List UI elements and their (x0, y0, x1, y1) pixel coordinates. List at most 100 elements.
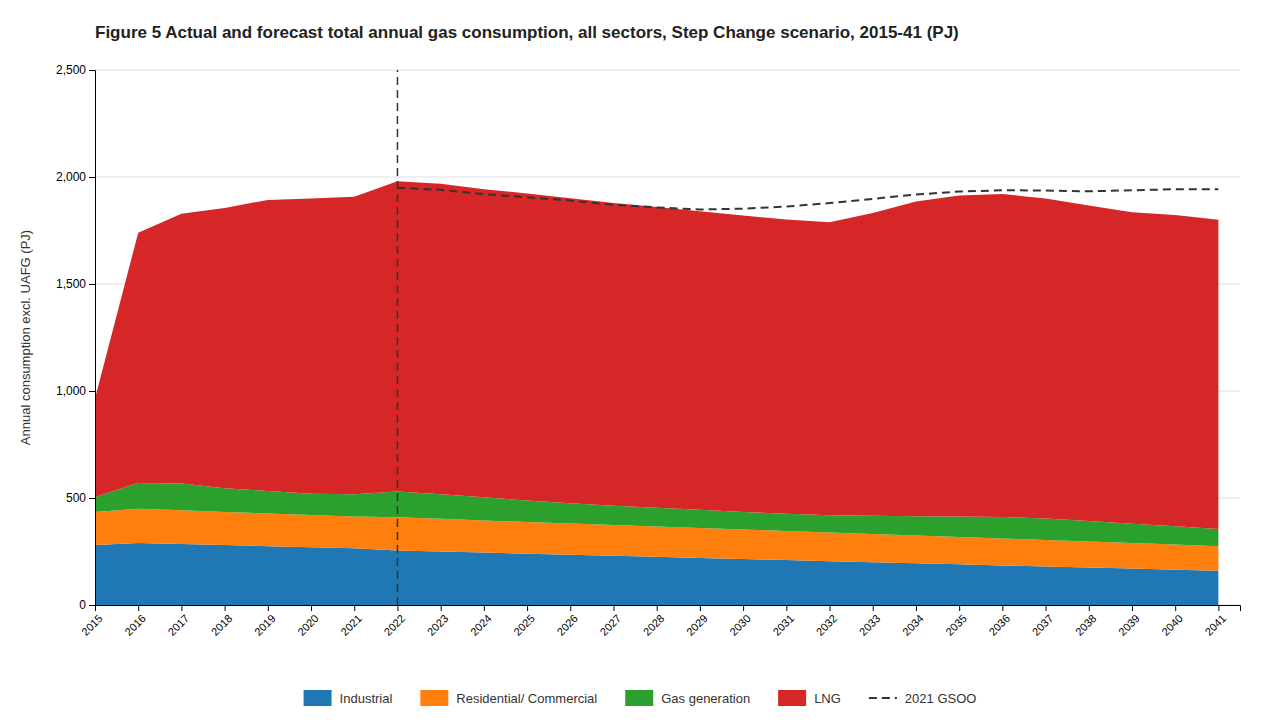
x-tick: 2032 (814, 605, 840, 638)
y-tick: 500 (66, 491, 95, 505)
tick-label: 2041 (1202, 612, 1228, 638)
tick-mark (873, 605, 874, 611)
legend-item: Industrial (304, 690, 393, 706)
grid-line (95, 70, 1240, 71)
legend: Industrial Residential/ Commercial Gas gen… (304, 690, 977, 706)
tick-label: 2038 (1073, 612, 1099, 638)
x-tick: 2033 (857, 605, 883, 638)
tick-label: 2032 (814, 612, 840, 638)
grid-line (95, 177, 1240, 178)
x-tick: 2041 (1202, 605, 1228, 638)
x-tick: 2038 (1073, 605, 1099, 638)
x-tick: 2036 (986, 605, 1012, 638)
tick-label: 2024 (468, 612, 494, 638)
x-tick: 2024 (468, 605, 494, 638)
y-axis: 0 500 1,000 1,500 2,000 2,500 (56, 63, 96, 612)
tick-mark (89, 391, 95, 392)
x-tick: 2037 (1030, 605, 1056, 638)
x-tick: 2025 (511, 605, 537, 638)
tick-label: 2037 (1030, 612, 1056, 638)
tick-label: 1,000 (56, 384, 86, 398)
axis-line (89, 71, 96, 606)
grid (95, 70, 1240, 605)
tick-mark (441, 605, 442, 611)
tick-label: 1,500 (56, 277, 86, 291)
tick-mark (1175, 605, 1176, 611)
y-tick: 0 (79, 598, 95, 612)
tick-mark (225, 605, 226, 611)
legend-label: LNG (814, 691, 841, 706)
x-tick: 2023 (425, 605, 451, 638)
legend-swatch (869, 697, 897, 699)
x-tick: 2019 (252, 605, 278, 638)
legend-label: Gas generation (661, 691, 750, 706)
tick-mark (181, 605, 182, 611)
tick-mark (570, 605, 571, 611)
legend-item: LNG (778, 690, 841, 706)
tick-mark (89, 70, 95, 71)
x-tick: 2020 (295, 605, 321, 638)
tick-mark (397, 605, 398, 611)
x-tick: 2029 (684, 605, 710, 638)
tick-mark (89, 605, 95, 606)
tick-label: 500 (66, 491, 86, 505)
y-axis-label: Annual consumption excl. UAFG (PJ) (18, 230, 33, 445)
tick-mark (268, 605, 269, 611)
tick-label: 2036 (986, 612, 1012, 638)
x-tick: 2022 (381, 605, 407, 638)
tick-mark (700, 605, 701, 611)
tick-mark (527, 605, 528, 611)
axis-line (96, 606, 1241, 612)
y-tick: 2,500 (56, 63, 95, 77)
title: Figure 5 Actual and forecast total annua… (95, 23, 959, 42)
legend-label: Residential/ Commercial (456, 691, 597, 706)
tick-mark (1218, 605, 1219, 611)
tick-mark (830, 605, 831, 611)
x-tick: 2027 (598, 605, 624, 638)
legend-item: 2021 GSOO (869, 691, 977, 706)
x-tick: 2018 (209, 605, 235, 638)
x-tick: 2040 (1159, 605, 1185, 638)
tick-label: 2033 (857, 612, 883, 638)
tick-mark (959, 605, 960, 611)
tick-label: 2,000 (56, 170, 86, 184)
tick-label: 2016 (122, 612, 148, 638)
tick-mark (743, 605, 744, 611)
tick-label: 2039 (1116, 612, 1142, 638)
x-tick: 2030 (727, 605, 753, 638)
x-tick: 2026 (554, 605, 580, 638)
tick-mark (311, 605, 312, 611)
y-tick: 1,500 (56, 277, 95, 291)
tick-mark (89, 284, 95, 285)
x-tick: 2035 (943, 605, 969, 638)
tick-mark (354, 605, 355, 611)
tick-label: 2026 (554, 612, 580, 638)
tick-mark (484, 605, 485, 611)
tick-label: 2,500 (56, 63, 86, 77)
tick-mark (916, 605, 917, 611)
tick-label: 2020 (295, 612, 321, 638)
tick-label: 2022 (381, 612, 407, 638)
x-axis: 2015201620172018201920202021202220232024… (79, 605, 1240, 638)
tick-label: 2035 (943, 612, 969, 638)
tick-mark (657, 605, 658, 611)
legend-swatch (420, 690, 448, 706)
tick-mark (1132, 605, 1133, 611)
tick-mark (613, 605, 614, 611)
tick-mark (138, 605, 139, 611)
tick-label: 2025 (511, 612, 537, 638)
tick-label: 2034 (900, 612, 926, 638)
x-tick: 2028 (641, 605, 667, 638)
x-tick: 2031 (770, 605, 796, 638)
tick-label: 0 (79, 598, 86, 612)
tick-label: 2028 (641, 612, 667, 638)
tick-mark (89, 177, 95, 178)
plot-area (95, 70, 1218, 605)
legend-swatch (304, 690, 332, 706)
y-tick: 1,000 (56, 384, 95, 398)
legend-swatch (778, 690, 806, 706)
tick-label: 2027 (598, 612, 624, 638)
legend-swatch (625, 690, 653, 706)
chart: 2015201620172018201920202021202220232024… (0, 0, 1280, 720)
area (95, 181, 1218, 529)
